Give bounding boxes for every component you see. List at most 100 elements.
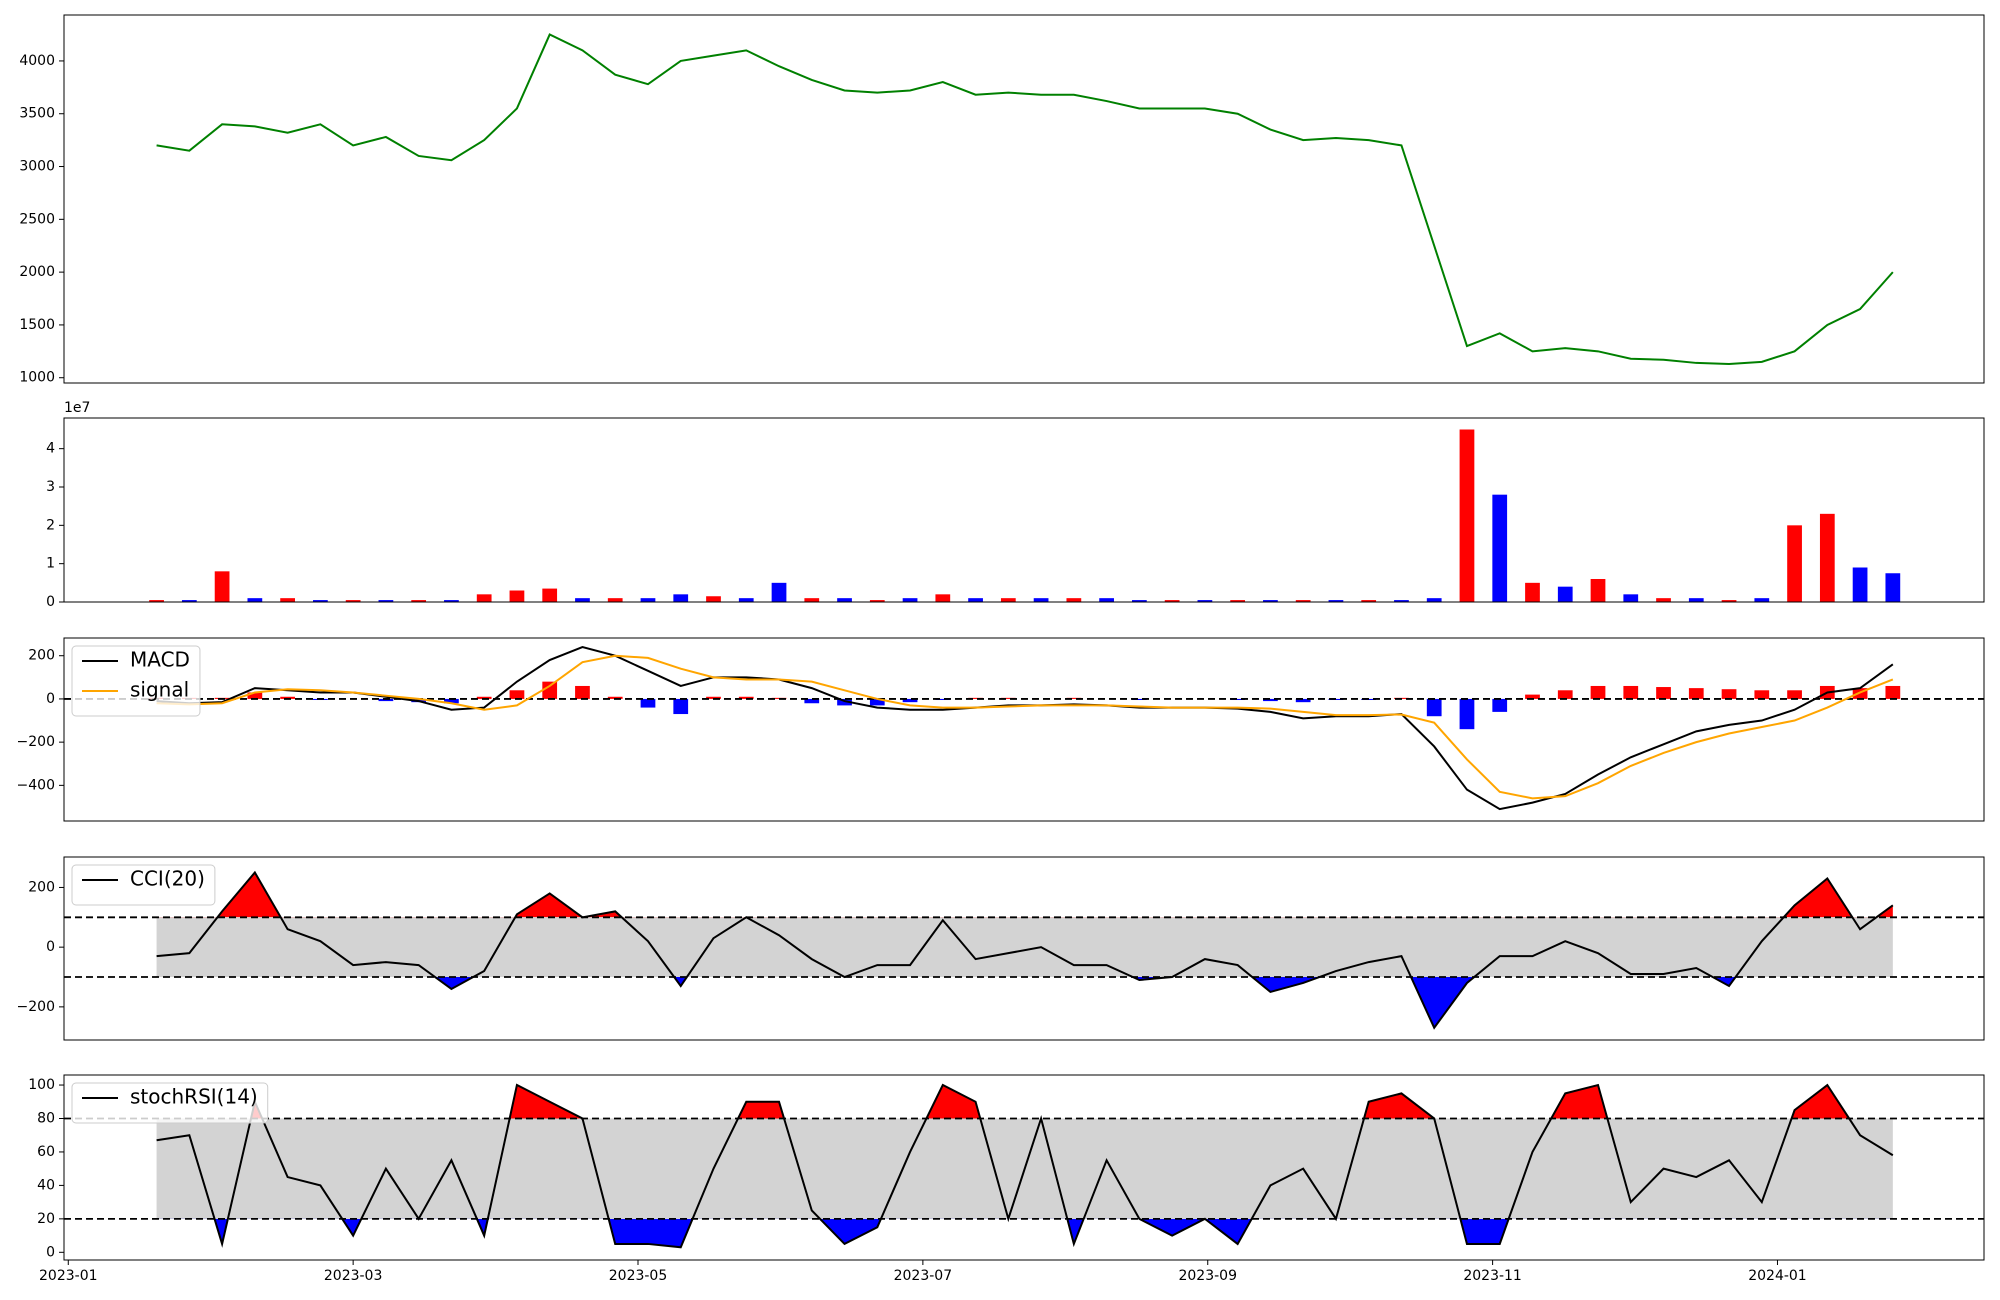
y-tick-label: 1500 bbox=[19, 317, 55, 333]
bar bbox=[837, 598, 852, 602]
y-tick-label: 200 bbox=[28, 879, 55, 895]
bar bbox=[575, 598, 590, 602]
y-tick-label: 3000 bbox=[19, 159, 55, 175]
y-tick-label: 0 bbox=[46, 594, 55, 610]
bar bbox=[1885, 573, 1901, 602]
y-tick-label: 0 bbox=[46, 1244, 55, 1260]
histogram-bar bbox=[640, 698, 656, 708]
series-line bbox=[156, 870, 1894, 1030]
histogram-bar bbox=[247, 692, 263, 699]
y-tick-label: −200 bbox=[17, 734, 55, 750]
bar bbox=[771, 582, 787, 602]
histogram-bar bbox=[1623, 685, 1639, 699]
y-tick-label: 0 bbox=[46, 939, 55, 955]
plot-area bbox=[156, 33, 1894, 365]
histogram-bar bbox=[280, 696, 295, 699]
histogram-bar bbox=[968, 697, 983, 699]
histogram-bar bbox=[1000, 697, 1016, 699]
bar bbox=[280, 598, 295, 602]
x-tick-label: 2023-09 bbox=[1178, 1268, 1237, 1284]
histogram-bar bbox=[607, 696, 623, 699]
bar bbox=[1557, 586, 1573, 602]
legend-label: MACD bbox=[130, 648, 190, 672]
y-tick-label: 3 bbox=[46, 479, 55, 495]
y-tick-label: 200 bbox=[28, 648, 55, 664]
bar bbox=[181, 600, 197, 602]
histogram-bar bbox=[902, 698, 918, 703]
histogram-bar bbox=[542, 681, 558, 699]
histogram-bar bbox=[673, 698, 689, 715]
histogram-bar bbox=[378, 698, 394, 702]
y-tick-label: −400 bbox=[17, 777, 55, 793]
bar bbox=[1525, 582, 1540, 602]
bar bbox=[247, 598, 263, 602]
bar bbox=[1197, 600, 1213, 602]
y-tick-label: 2 bbox=[46, 517, 55, 533]
bar bbox=[968, 598, 983, 602]
y-tick-label: 0 bbox=[46, 691, 55, 707]
bar bbox=[214, 571, 230, 602]
histogram-bar bbox=[1066, 697, 1082, 699]
offset-label: 1e7 bbox=[64, 400, 90, 416]
plot-area bbox=[64, 1083, 1984, 1249]
below-fill bbox=[214, 1218, 1509, 1248]
bar bbox=[1361, 600, 1377, 602]
bar bbox=[1394, 600, 1409, 602]
histogram-bar bbox=[738, 696, 754, 699]
bar bbox=[1099, 598, 1114, 602]
y-tick-label: 1 bbox=[46, 556, 55, 572]
bar bbox=[804, 598, 820, 602]
histogram-bar bbox=[1525, 694, 1540, 699]
y-tick-label: 4000 bbox=[19, 53, 55, 69]
legend: MACD signal bbox=[71, 645, 201, 717]
bar bbox=[411, 600, 427, 602]
histogram-bar bbox=[1230, 698, 1246, 701]
histogram-bar bbox=[444, 698, 459, 704]
bar bbox=[1426, 598, 1442, 602]
bar bbox=[476, 594, 492, 602]
y-tick-label: 2500 bbox=[19, 211, 55, 227]
series-line bbox=[156, 646, 1894, 811]
histogram-bar bbox=[804, 698, 820, 704]
series-line bbox=[156, 33, 1894, 365]
bar bbox=[1819, 513, 1835, 602]
bar bbox=[1263, 600, 1278, 602]
bar bbox=[1787, 525, 1802, 602]
bar bbox=[509, 590, 525, 602]
x-tick-label: 2023-11 bbox=[1463, 1268, 1522, 1284]
legend: stochRSI(14) bbox=[71, 1082, 269, 1124]
y-tick-label: 2000 bbox=[19, 264, 55, 280]
y-tick-label: 40 bbox=[37, 1177, 55, 1193]
below-fill bbox=[156, 977, 1893, 1028]
y-tick-label: 20 bbox=[37, 1211, 55, 1227]
histogram-bar bbox=[1426, 698, 1442, 717]
series-line bbox=[156, 654, 1894, 800]
bar bbox=[1492, 494, 1508, 602]
legend-box bbox=[71, 864, 216, 906]
histogram-bar bbox=[1557, 690, 1573, 699]
histogram-bar bbox=[575, 685, 590, 699]
bar bbox=[935, 594, 951, 602]
legend-label: CCI(20) bbox=[130, 867, 205, 891]
y-tick-label: 3500 bbox=[19, 106, 55, 122]
histogram-bar bbox=[1787, 690, 1802, 699]
bar bbox=[673, 594, 689, 602]
bar bbox=[1721, 600, 1737, 602]
histogram-bar bbox=[869, 698, 885, 706]
plot-frame bbox=[63, 1074, 1985, 1261]
bar bbox=[1688, 598, 1704, 602]
plot-frame bbox=[63, 637, 1985, 822]
histogram-bar bbox=[706, 696, 721, 699]
series-line bbox=[156, 1083, 1894, 1249]
bar bbox=[1000, 598, 1016, 602]
legend-label: signal bbox=[130, 678, 189, 702]
bar bbox=[313, 600, 328, 602]
histogram-bar bbox=[1263, 698, 1278, 702]
histogram-bar bbox=[1754, 690, 1770, 699]
histogram-bar bbox=[1885, 685, 1901, 699]
histogram-bar bbox=[1656, 687, 1671, 699]
histogram-bar bbox=[509, 690, 525, 699]
histogram-bar bbox=[1132, 698, 1147, 701]
plot-area bbox=[64, 646, 1984, 811]
